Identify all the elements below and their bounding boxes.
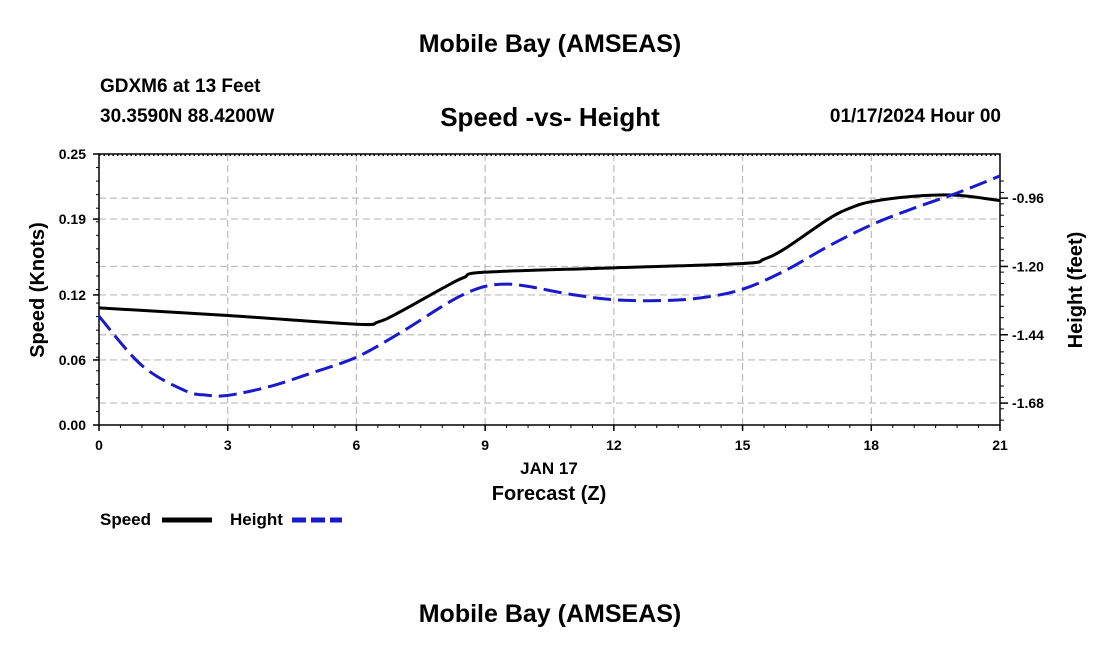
- y-tick-label: 0.25: [59, 146, 86, 162]
- y-tick-label: 0.00: [59, 417, 86, 433]
- x-tick-label: 3: [224, 437, 232, 453]
- x-axis-title: Forecast (Z): [492, 483, 606, 505]
- y2-axis-title: Height (feet): [1065, 232, 1087, 349]
- y2-tick-label: -0.96: [1012, 190, 1044, 206]
- forecast-datetime: 01/17/2024 Hour 00: [829, 106, 1001, 127]
- legend: Speed Height: [100, 510, 342, 529]
- y2-tick-label: -1.44: [1012, 327, 1044, 343]
- footer-title: Mobile Bay (AMSEAS): [418, 600, 682, 628]
- speed-height-chart: 0 3 6 9 12 15 18 21 0.00 0.06 0.12 0.19 0.25 -0.96 -1.…: [27, 146, 1087, 529]
- speed-series-line: [98, 193, 1001, 327]
- page-title: Mobile Bay (AMSEAS): [418, 30, 682, 58]
- height-series-line: [97, 174, 1001, 398]
- y-axis-title: Speed (Knots): [27, 222, 49, 358]
- y-tick-label: 0.12: [59, 287, 86, 303]
- axis-labels: 0 3 6 9 12 15 18 21 0.00 0.06 0.12 0.19 0.25 -0.96 -1.…: [59, 146, 1044, 453]
- station-label: GDXM6 at 13 Feet: [100, 76, 261, 97]
- x-tick-label: 21: [992, 437, 1008, 453]
- coordinates-label: 30.3590N 88.4200W: [100, 106, 275, 127]
- x-tick-label: 12: [606, 437, 622, 453]
- x-tick-label: 15: [735, 437, 751, 453]
- x-sublabel: JAN 17: [520, 459, 578, 478]
- y2-tick-label: -1.68: [1012, 395, 1044, 411]
- chart-title: Speed -vs- Height: [440, 102, 660, 132]
- y-tick-label: 0.19: [59, 211, 86, 227]
- axis-ticks: [93, 153, 1008, 431]
- series: [97, 174, 1001, 398]
- y-tick-label: 0.06: [59, 352, 86, 368]
- legend-height-label: Height: [230, 510, 283, 529]
- legend-speed-label: Speed: [100, 510, 151, 529]
- x-tick-label: 18: [863, 437, 879, 453]
- grid: [99, 154, 1000, 425]
- x-tick-label: 0: [95, 437, 103, 453]
- x-tick-label: 6: [353, 437, 361, 453]
- x-tick-label: 9: [481, 437, 489, 453]
- y2-tick-label: -1.20: [1012, 258, 1044, 274]
